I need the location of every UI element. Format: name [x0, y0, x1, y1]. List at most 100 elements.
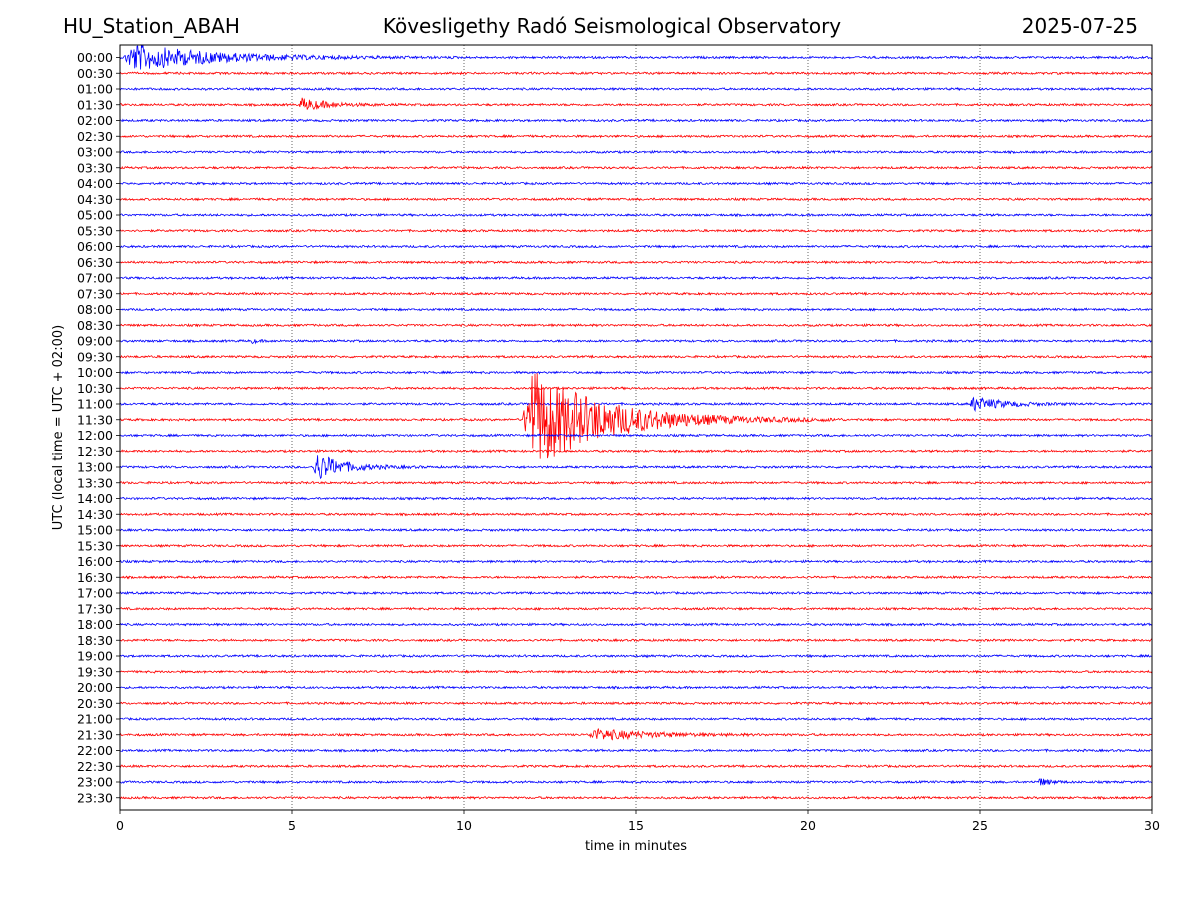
- row-label: 19:30: [77, 664, 113, 679]
- trace-0230: [120, 133, 1152, 139]
- row-label: 01:00: [77, 82, 113, 97]
- row-label: 21:00: [77, 712, 113, 727]
- trace-2200: [120, 748, 1152, 753]
- x-tick-label: 0: [116, 818, 124, 833]
- trace-1730: [120, 606, 1152, 611]
- row-label: 14:30: [77, 507, 113, 522]
- x-tick-label: 15: [628, 818, 644, 833]
- trace-0000: [120, 45, 1152, 70]
- trace-1400: [120, 496, 1152, 501]
- row-label: 06:00: [77, 239, 113, 254]
- row-label: 01:30: [77, 97, 113, 112]
- trace-2300: [120, 778, 1152, 786]
- trace-1930: [120, 669, 1152, 674]
- row-label: 02:30: [77, 129, 113, 144]
- row-label: 10:30: [77, 381, 113, 396]
- trace-1200: [120, 433, 1152, 438]
- row-label: 21:30: [77, 727, 113, 742]
- trace-1600: [120, 559, 1152, 564]
- trace-1900: [120, 653, 1152, 659]
- row-label: 17:00: [77, 586, 113, 601]
- row-label: 22:00: [77, 743, 113, 758]
- row-label: 04:30: [77, 192, 113, 207]
- trace-0030: [120, 71, 1152, 76]
- row-label: 05:30: [77, 223, 113, 238]
- trace-1000: [120, 370, 1152, 375]
- trace-0300: [120, 149, 1152, 155]
- trace-0600: [120, 244, 1152, 249]
- chart-date: 2025-07-25: [1021, 14, 1138, 38]
- row-label: 02:00: [77, 113, 113, 128]
- row-label: 05:00: [77, 208, 113, 223]
- row-label: 03:30: [77, 160, 113, 175]
- row-label: 15:30: [77, 538, 113, 553]
- trace-0130: [120, 97, 1152, 111]
- trace-1100: [120, 396, 1152, 413]
- row-label: 04:00: [77, 176, 113, 191]
- x-tick-label: 25: [972, 818, 988, 833]
- trace-0830: [120, 323, 1152, 328]
- row-label: 07:30: [77, 286, 113, 301]
- x-tick-label: 20: [800, 818, 816, 833]
- row-label: 11:00: [77, 397, 113, 412]
- station-name: HU_Station_ABAH: [63, 14, 240, 38]
- trace-1630: [120, 574, 1152, 580]
- trace-0400: [120, 181, 1152, 186]
- row-label: 09:00: [77, 334, 113, 349]
- row-label: 10:00: [77, 365, 113, 380]
- row-label: 11:30: [77, 412, 113, 427]
- row-label: 12:30: [77, 444, 113, 459]
- row-label: 23:00: [77, 775, 113, 790]
- x-axis-label: time in minutes: [585, 839, 687, 854]
- trace-1500: [120, 527, 1152, 533]
- row-label: 16:30: [77, 570, 113, 585]
- trace-2100: [120, 716, 1152, 722]
- row-label: 03:00: [77, 145, 113, 160]
- trace-0330: [120, 165, 1152, 170]
- trace-0730: [120, 291, 1152, 296]
- y-axis-label: UTC (local time = UTC + 02:00): [51, 325, 66, 530]
- trace-0630: [120, 260, 1152, 265]
- trace-0700: [120, 275, 1152, 281]
- trace-1330: [120, 480, 1152, 486]
- x-tick-label: 30: [1144, 818, 1160, 833]
- trace-2330: [120, 795, 1152, 801]
- trace-1130: [120, 373, 1152, 459]
- row-label: 13:30: [77, 475, 113, 490]
- row-label: 18:30: [77, 633, 113, 648]
- trace-1800: [120, 622, 1152, 627]
- row-label: 23:30: [77, 790, 113, 805]
- trace-0430: [120, 196, 1152, 202]
- trace-0930: [120, 354, 1152, 360]
- row-label: 13:00: [77, 460, 113, 475]
- trace-1300: [120, 455, 1152, 480]
- traces: [120, 45, 1152, 801]
- row-label: 20:00: [77, 680, 113, 695]
- row-label: 07:00: [77, 271, 113, 286]
- x-tick-label: 5: [288, 818, 296, 833]
- row-label: 20:30: [77, 696, 113, 711]
- trace-0200: [120, 118, 1152, 123]
- row-label: 06:30: [77, 255, 113, 270]
- row-label: 16:00: [77, 554, 113, 569]
- trace-2030: [120, 700, 1152, 706]
- trace-1530: [120, 543, 1152, 548]
- plot-area: [120, 45, 1152, 810]
- trace-1700: [120, 590, 1152, 596]
- trace-0500: [120, 212, 1152, 218]
- trace-2230: [120, 763, 1152, 769]
- row-label: 00:00: [77, 50, 113, 65]
- row-label: 08:30: [77, 318, 113, 333]
- row-label: 00:30: [77, 66, 113, 81]
- trace-2130: [120, 728, 1152, 741]
- trace-1830: [120, 637, 1152, 643]
- trace-0530: [120, 228, 1152, 233]
- trace-1030: [120, 386, 1152, 391]
- trace-1430: [120, 512, 1152, 517]
- trace-0900: [120, 338, 1152, 345]
- trace-0800: [120, 307, 1152, 312]
- row-label: 08:00: [77, 302, 113, 317]
- row-label: 09:30: [77, 349, 113, 364]
- row-label: 15:00: [77, 523, 113, 538]
